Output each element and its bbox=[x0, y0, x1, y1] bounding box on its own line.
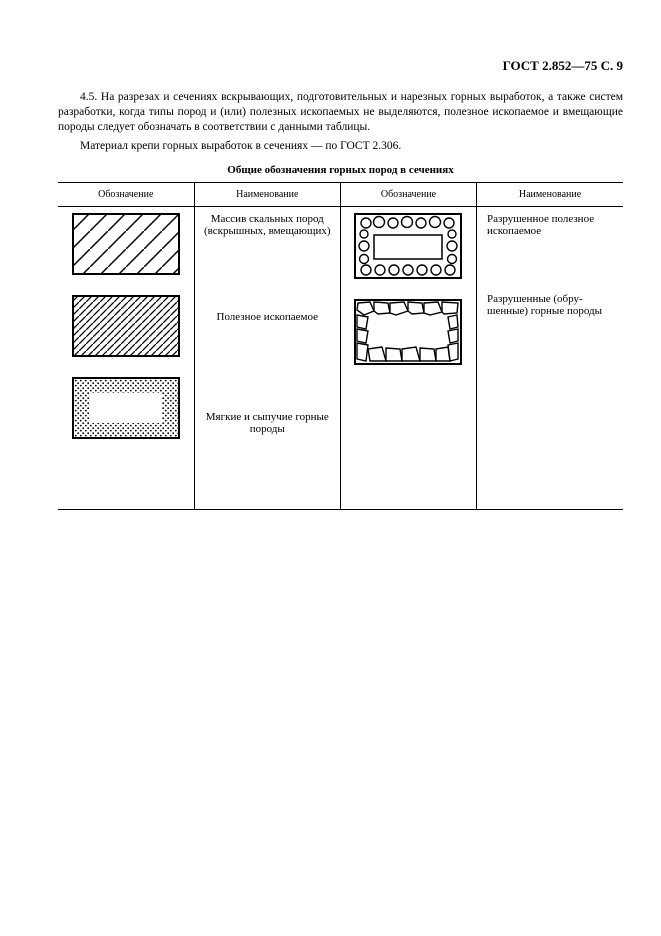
name-useful-mineral: Полезное ископаемое bbox=[201, 285, 334, 397]
pattern-rock-massif bbox=[72, 213, 180, 275]
rock-designation-table: Обозначение Наименование Обозначение Наи… bbox=[58, 182, 623, 510]
table-title: Общие обозначения горных пород в сечения… bbox=[58, 164, 623, 176]
cell-symbols-right bbox=[340, 206, 476, 509]
table-header-row: Обозначение Наименование Обозначение Наи… bbox=[58, 182, 623, 206]
th-oboznachenie-2: Обозначение bbox=[340, 182, 476, 206]
cell-symbols-left bbox=[58, 206, 194, 509]
th-oboznachenie-1: Обозначение bbox=[58, 182, 194, 206]
name-soft-loose: Мягкие и сыпучие горные породы bbox=[201, 397, 334, 435]
name-rock-massif: Массив скальных пород (вскрышных, вме­ща… bbox=[201, 213, 334, 285]
pattern-useful-mineral bbox=[72, 295, 180, 357]
th-naimenovanie-2: Наименование bbox=[477, 182, 624, 206]
cell-names-right: Разрушенное полез­ное ископаемое Разруше… bbox=[477, 206, 624, 509]
paragraph-4-5: 4.5. На разрезах и сечениях вскрывающих,… bbox=[58, 90, 623, 135]
page: ГОСТ 2.852—75 С. 9 4.5. На разрезах и се… bbox=[0, 0, 661, 936]
th-naimenovanie-1: Наименование bbox=[194, 182, 340, 206]
table-body-row: Массив скальных пород (вскрышных, вме­ща… bbox=[58, 206, 623, 509]
paragraph-gost306: Материал крепи горных выработок в сечени… bbox=[58, 139, 623, 154]
page-header: ГОСТ 2.852—75 С. 9 bbox=[58, 58, 623, 74]
cell-names-left: Массив скальных пород (вскрышных, вме­ща… bbox=[194, 206, 340, 509]
pattern-destroyed-rock bbox=[354, 299, 462, 365]
pattern-destroyed-mineral bbox=[354, 213, 462, 279]
pattern-soft-loose bbox=[72, 377, 180, 439]
name-destroyed-rock: Разрушенные (обру­шенные) горные породы bbox=[487, 293, 617, 317]
name-destroyed-mineral: Разрушенное полез­ное ископаемое bbox=[487, 213, 617, 293]
